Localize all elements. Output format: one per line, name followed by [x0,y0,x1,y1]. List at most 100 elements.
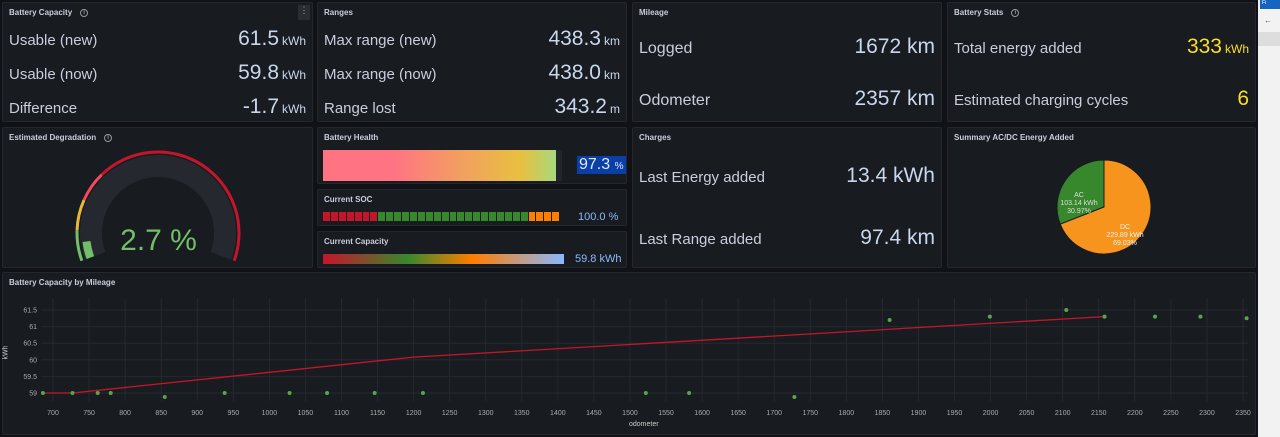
x-tick-label: 1750 [802,410,818,417]
trend-line [42,315,1105,394]
soc-led [489,212,496,221]
acdc-panel: Summary AC/DC Energy Added AC 103.14 kWh 3… [947,127,1256,268]
info-icon[interactable]: i [1011,8,1020,17]
label: Range lost [324,100,396,117]
gauge-value-arc [82,240,95,259]
panel-title: Battery Health [324,133,379,142]
data-point [1064,308,1069,312]
x-tick-label: 1450 [586,410,602,417]
data-point [987,314,992,319]
side-tab[interactable]: Fi [1260,0,1280,9]
unit: kWh [282,68,306,82]
info-icon[interactable]: i [104,133,113,142]
value: 97.4 km [860,226,935,249]
capacity-by-mileage-panel: Battery Capacity by Mileage 59 59.5 60 60.5… [2,272,1256,435]
x-tick-label: 900 [191,410,203,417]
soc-led [370,212,378,221]
back-arrow-icon[interactable]: ← [1264,16,1272,25]
battery-health-panel: Battery Health 97.3 % [317,127,627,184]
slice-label-ac: AC 103.14 kWh 30.97% [1060,192,1098,215]
x-tick-label: 1800 [839,410,855,417]
capacity-scatter-chart: 59 59.5 60 60.5 61 61.5 700 750 800 850 900 950 1000… [23,298,1251,417]
x-tick-label: 1200 [406,410,422,417]
label: Max range (new) [324,32,437,49]
battery-health-bar [323,150,562,181]
data-point [162,394,167,399]
battery-capacity-panel: Battery Capacity i ⋮ Usable (new) 61.5 kWh … [2,2,313,122]
soc-led [402,212,409,221]
battery-stats-panel: Battery Stats i Total energy added 333 kWh … [947,2,1256,122]
label: Odometer [639,92,711,109]
soc-led [449,212,457,221]
current-capacity-panel: Current Capacity 59.8 kWh [317,231,627,268]
data-point [325,391,330,395]
x-tick-label: 1300 [478,410,494,417]
panel-title: Estimated Degradation [9,133,97,142]
unit: kWh [282,34,306,48]
panel-title: Charges [639,133,672,142]
x-tick-label: 800 [119,410,131,417]
label: Logged [639,40,693,57]
x-tick-label: 2350 [1235,410,1251,417]
pie-slice-dc [1059,159,1152,255]
data-point [792,394,797,399]
soc-led [362,212,370,221]
data-point [1244,316,1249,321]
panel-title: Battery Capacity by Mileage [9,278,116,287]
soc-led [528,212,536,221]
soc-led [457,212,465,221]
soc-led [536,212,544,221]
value: 13.4 kWh [846,164,935,187]
slice-label-dc: DC 229.89 kWh 69.03% [1106,224,1144,247]
value: 438.3 [548,27,601,50]
value: 59.8 [238,61,279,84]
panel-title: Current SOC [324,195,373,204]
soc-led [338,212,346,221]
soc-led [417,212,425,221]
value: 333 [1186,35,1222,58]
info-icon[interactable]: i [80,8,89,17]
x-tick-label: 1400 [550,410,566,417]
x-tick-label: 1150 [370,410,385,417]
soc-led [544,212,552,221]
pie-slice-ac [1056,159,1105,225]
x-tick-label: 1050 [298,410,314,417]
unit: km [604,68,620,82]
label: Total energy added [954,40,1082,57]
mileage-panel: Mileage Logged 1672 km Odometer 2357 km [632,2,942,122]
label: Difference [9,100,78,117]
panel-menu-icon[interactable]: ⋮ [298,5,310,20]
panel-title: Battery Stats [954,8,1004,17]
y-tick-label: 61.5 [23,308,37,315]
gauge-value: 2.7 % [120,224,197,257]
x-tick-label: 1500 [622,410,638,417]
soc-led [481,212,489,221]
soc-led [552,212,560,221]
y-axis-label: kWh [2,345,10,360]
soc-led [520,212,528,221]
gauge-threshold [75,230,84,262]
x-tick-label: 1350 [514,410,530,417]
acdc-pie-chart [1056,159,1152,255]
soc-led [465,212,473,221]
x-tick-label: 1100 [334,410,349,417]
panel-title: Summary AC/DC Energy Added [954,133,1074,142]
soc-led [323,212,330,221]
gauge-threshold [75,199,86,231]
value: 2357 km [854,87,935,110]
value: 97.3 [579,156,611,173]
side-window: Fi ← [1258,0,1280,437]
soc-led [433,212,441,221]
soc-led-bar [323,212,560,221]
soc-led [409,212,417,221]
unit: m [610,102,620,116]
charges-panel: Charges Last Energy added 13.4 kWh Last R… [632,127,942,268]
value: 6 [1237,87,1249,110]
data-point [287,391,292,395]
gauge-track [80,155,236,260]
panel-title: Battery Capacity [9,8,73,17]
value: -1.7 [242,95,279,118]
label: Max range (now) [324,66,437,83]
label: Usable (new) [9,32,98,49]
unit: km [604,34,620,48]
